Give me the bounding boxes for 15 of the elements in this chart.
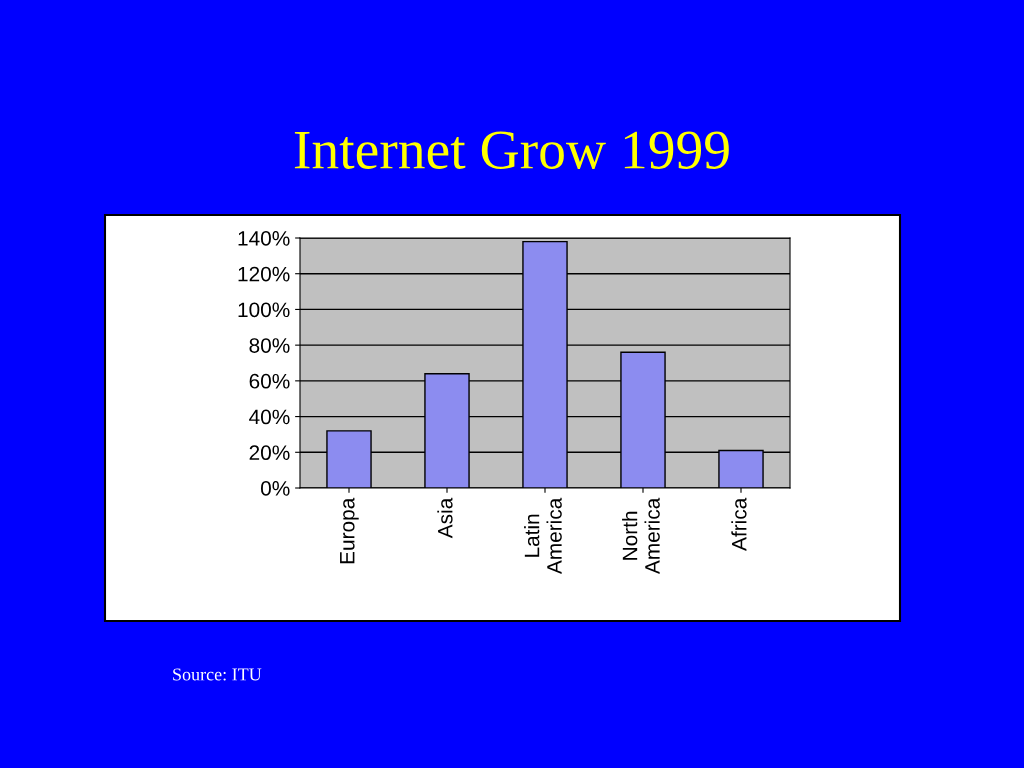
x-tick-label: Europa xyxy=(340,497,359,564)
y-tick-label: 40% xyxy=(249,409,290,425)
y-tick-label: 100% xyxy=(238,302,290,318)
source-note: Source: ITU xyxy=(173,668,262,681)
y-tick-label: 140% xyxy=(238,231,290,246)
y-tick-label: 0% xyxy=(260,481,290,496)
y-tick-label: 60% xyxy=(249,373,290,389)
chart-title: Internet Grow 1999 xyxy=(294,131,729,169)
y-tick-label: 120% xyxy=(238,266,290,282)
x-tick-label: Asia xyxy=(437,497,453,539)
x-tick-label: Latin America xyxy=(524,497,562,575)
x-tick-label: North America xyxy=(622,497,660,575)
x-tick-label: Africa xyxy=(731,497,747,551)
y-tick-label: 80% xyxy=(249,338,290,353)
y-tick-label: 20% xyxy=(249,445,290,461)
